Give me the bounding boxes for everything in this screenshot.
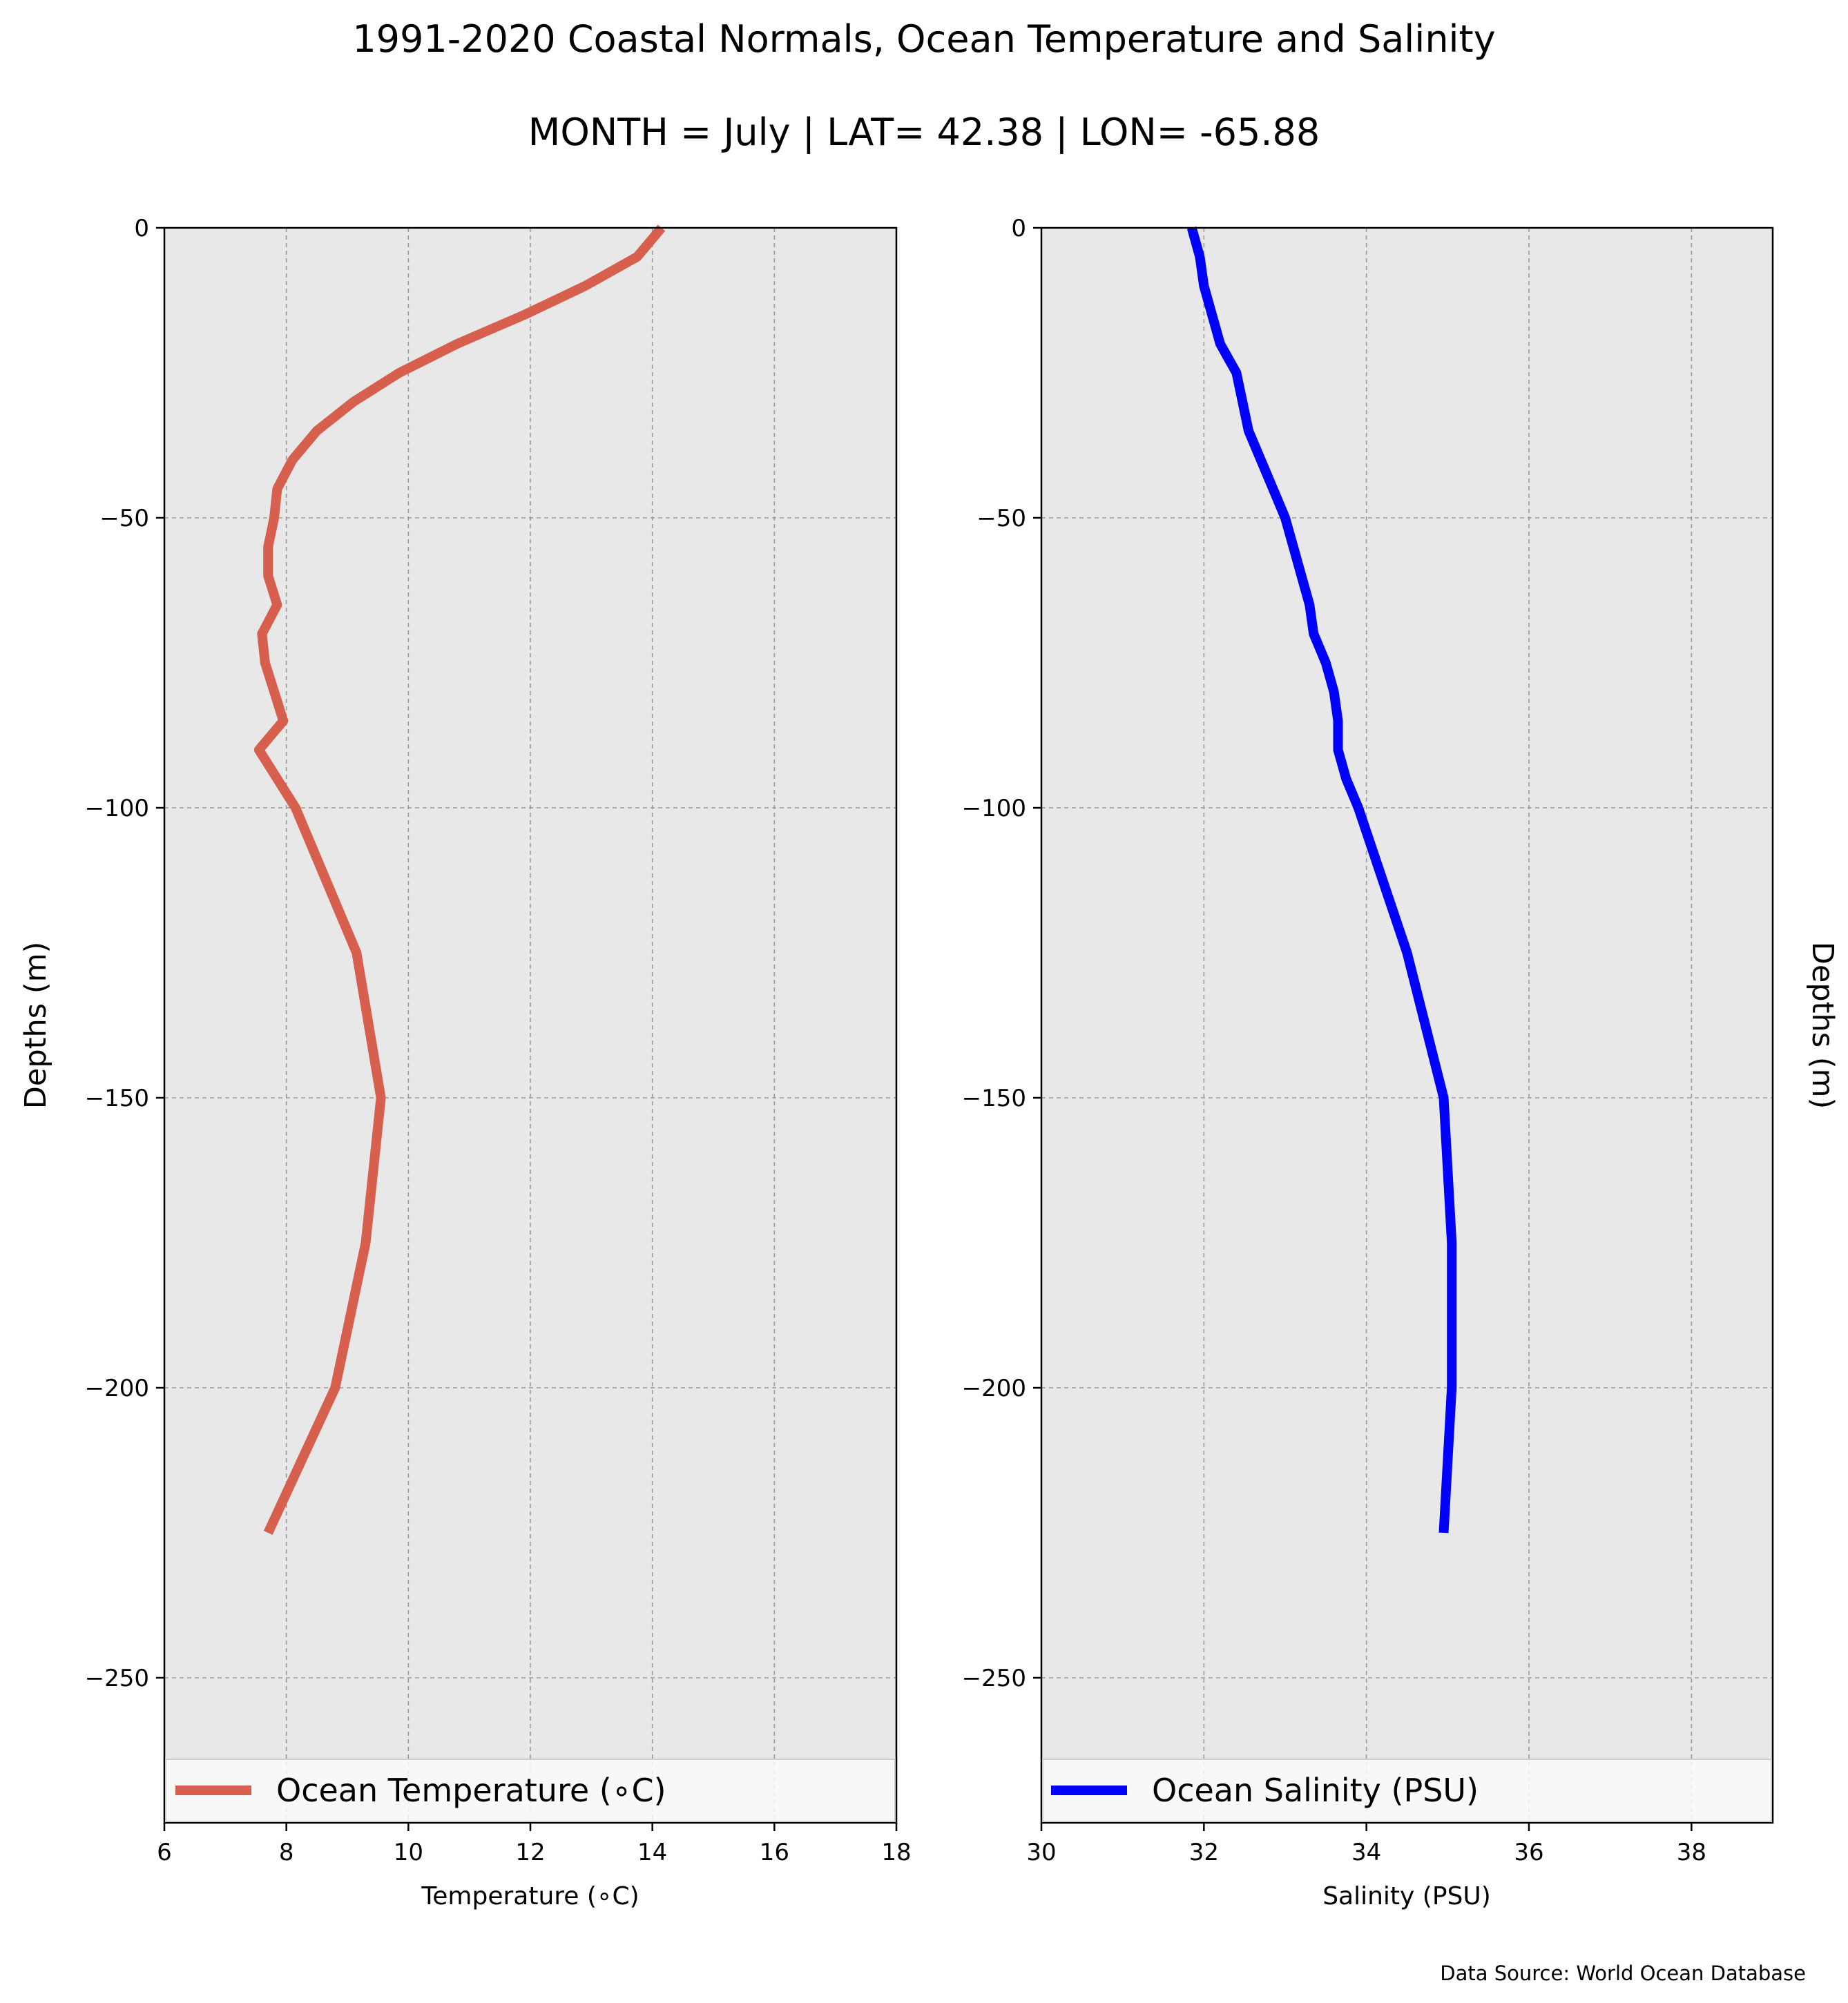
temperature-panel: 6 8 10 12 14 16 18 0 −50 −100 −150 −200 −250 Ocean T… [19, 215, 912, 1910]
temperature-x-axis-label: Temperature (∘C) [421, 1882, 639, 1910]
temperature-y-tick-label: 0 [134, 215, 149, 242]
temperature-legend: Ocean Temperature (∘C) [165, 1759, 896, 1822]
salinity-y-tick-label: −200 [962, 1375, 1026, 1402]
temperature-grid [164, 228, 896, 1823]
salinity-x-axis-label: Salinity (PSU) [1322, 1882, 1491, 1910]
temperature-y-tick-label: −150 [85, 1085, 149, 1112]
temperature-x-tick-label: 16 [760, 1839, 789, 1866]
salinity-x-tick-label: 30 [1026, 1839, 1056, 1866]
temperature-x-tick-label: 10 [394, 1839, 423, 1866]
temperature-y-tick-label: −100 [85, 795, 149, 822]
salinity-x-tick-label: 38 [1677, 1839, 1706, 1866]
salinity-x-tick-label: 32 [1189, 1839, 1219, 1866]
data-source-note: Data Source: World Ocean Database [1440, 1962, 1806, 1985]
salinity-y-tick-label: −150 [962, 1085, 1026, 1112]
salinity-axes-frame [1040, 226, 1774, 1824]
temperature-legend-label: Ocean Temperature (∘C) [276, 1772, 666, 1809]
temperature-x-tick-label: 18 [881, 1839, 911, 1866]
salinity-y-tick-label: −250 [962, 1665, 1026, 1692]
temperature-x-tick-label: 6 [157, 1839, 172, 1866]
chart-title: 1991-2020 Coastal Normals, Ocean Tempera… [352, 17, 1495, 61]
salinity-legend-box [1042, 1759, 1772, 1822]
temperature-x-tick-label: 14 [637, 1839, 667, 1866]
salinity-panel: 30 32 34 36 38 0 −50 −100 −150 −200 −250 Ocean Sal… [962, 215, 1840, 1910]
temperature-series-line [253, 224, 666, 1535]
salinity-y-tick-label: −100 [962, 795, 1026, 822]
salinity-grid [1041, 228, 1773, 1823]
salinity-y-tick-label: −50 [976, 505, 1026, 532]
temperature-axes-frame [163, 226, 898, 1824]
salinity-plot-area [1041, 228, 1773, 1823]
temperature-legend-box [165, 1759, 896, 1822]
temperature-x-tick-label: 8 [279, 1839, 294, 1866]
temperature-ticks: 6 8 10 12 14 16 18 0 −50 −100 −150 −200 −250 [85, 215, 912, 1866]
salinity-legend: Ocean Salinity (PSU) [1042, 1759, 1772, 1822]
salinity-x-tick-label: 36 [1514, 1839, 1543, 1866]
salinity-series-line [1186, 226, 1457, 1533]
salinity-y-tick-label: 0 [1011, 215, 1026, 242]
salinity-x-tick-label: 34 [1351, 1839, 1381, 1866]
temperature-y-axis-label: Depths (m) [19, 942, 53, 1109]
temperature-y-tick-label: −200 [85, 1375, 149, 1402]
salinity-ticks: 30 32 34 36 38 0 −50 −100 −150 −200 −250 [962, 215, 1706, 1866]
temperature-y-tick-label: −50 [99, 505, 149, 532]
temperature-y-tick-label: −250 [85, 1665, 149, 1692]
chart-subtitle: MONTH = July | LAT= 42.38 | LON= -65.88 [528, 110, 1320, 154]
salinity-y-axis-label: Depths (m) [1805, 942, 1840, 1109]
temperature-x-tick-label: 12 [515, 1839, 545, 1866]
salinity-legend-label: Ocean Salinity (PSU) [1152, 1772, 1479, 1809]
